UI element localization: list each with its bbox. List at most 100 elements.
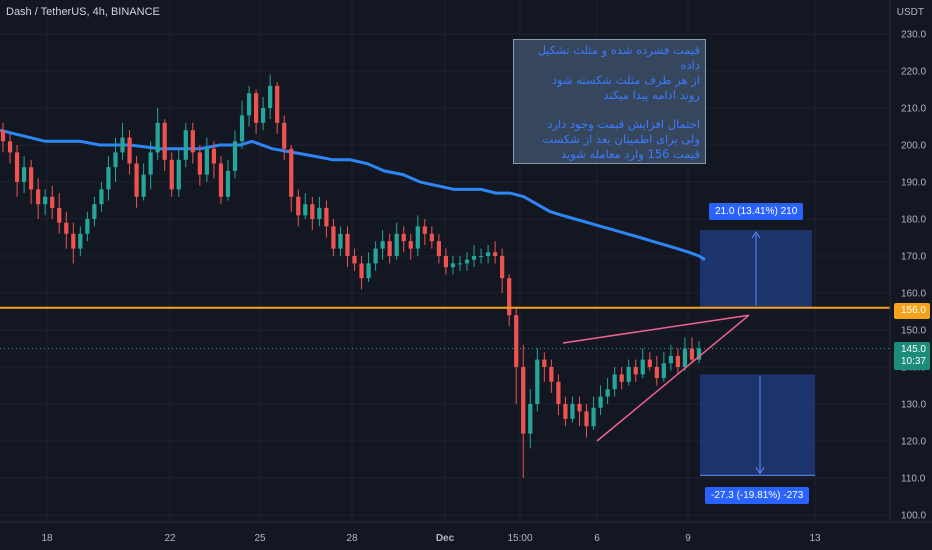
candle-body [443,256,449,268]
short-position-label[interactable]: -27.3 (-19.81%) -273 [705,487,810,504]
time-axis[interactable]: 18 22 25 28 Dec 15:00 6 9 13 [0,521,932,544]
candle-body [394,233,399,256]
candle-body [148,152,153,175]
price-tick-label: 210.0 [901,104,926,115]
candle-body [619,374,624,382]
candle-body [239,115,245,142]
candle-body [268,85,273,108]
candle-body [331,226,336,249]
candle-body [535,359,540,404]
candle-body [647,359,652,367]
price-tick-label: 130.0 [901,400,926,411]
candle-body [78,233,83,249]
candle-body [415,226,420,249]
price-tick-label: 160.0 [901,289,926,300]
candle-body [36,189,41,205]
candle-body [169,159,174,190]
candle-body [661,363,666,379]
candle-body [134,163,139,197]
candle-body [289,148,294,197]
candle-body [232,141,238,171]
candle-body [183,130,188,160]
candle-body [253,93,259,123]
candle-body [422,226,427,234]
candle-body [549,367,554,382]
candle-body [507,278,512,316]
candle-body [429,233,434,242]
symbol-title: Dash / TetherUS, 4h, BINANCE [6,6,160,18]
candle-body [577,404,582,412]
candle-body [14,152,20,182]
candle-body [261,108,266,123]
candle-body [471,256,477,260]
price-tick-label: 200.0 [901,141,926,152]
candle-body [556,381,561,404]
candle-body [246,93,252,116]
candle-body [127,137,132,164]
candle-body [0,130,6,142]
triangle-lower-line [596,314,750,442]
short-target-zone [700,374,815,476]
candle-body [113,152,118,168]
long-position-label[interactable]: 21.0 (13.41%) 210 [709,203,804,220]
bar-countdown: 10:37 [900,356,926,367]
candle-body [485,252,491,256]
chart-overlays[interactable] [0,306,890,442]
candle-body [7,141,13,153]
candle-body [141,174,146,197]
candle-body [275,85,280,123]
price-axis[interactable]: 100.0110.0120.0130.0140.0150.0160.0170.0… [889,0,926,522]
price-tick-label: 190.0 [901,178,926,189]
candle-body [521,367,526,434]
price-tick-label: 220.0 [901,67,926,78]
candle-body [598,396,603,408]
candle-body [401,233,406,242]
note-line: ولی برای اطمینان بعد از شکست [542,132,700,146]
candle-body [696,348,702,360]
candle-body [85,219,90,234]
candle-body [366,263,371,279]
note-line: قیمت فشرده شده و مثلث تشکیل داده [537,43,700,72]
time-tick-label: 13 [809,533,821,544]
price-tick-label: 100.0 [901,511,926,522]
candle-body [296,196,301,216]
short-arrow-head [755,467,765,475]
time-tick-label: 6 [594,533,600,544]
candle-body [640,359,645,375]
candle-body [50,196,55,208]
candle-body [155,122,160,153]
time-tick-label: 15:00 [507,533,532,544]
candle-body [387,241,392,256]
candle-body [457,263,463,265]
candle-body [605,389,610,397]
candle-body [29,167,34,190]
candle-body [282,122,287,149]
candle-body [106,167,111,190]
position-boxes[interactable] [700,230,815,476]
candle-body [359,263,364,279]
note-line: قیمت 156 وارد معامله شوید [560,147,700,161]
candle-body [190,130,195,153]
candle-body [338,233,343,249]
candle-body [225,170,231,197]
candle-body [204,148,209,175]
moving-average-line [0,128,706,261]
candle-body [71,233,76,249]
level-price-tag: 156.0 [894,303,930,319]
candle-body [345,233,350,256]
candle-body [633,367,638,375]
price-tick-label: 120.0 [901,437,926,448]
last-price-value: 145.0 [900,344,926,355]
candle-body [408,241,413,249]
candle-body [591,407,596,427]
candle-body [570,404,575,419]
analysis-note[interactable]: قیمت فشرده شده و مثلث تشکیل داده از هر ط… [513,39,706,164]
candle-body [352,256,357,264]
price-tick-label: 180.0 [901,215,926,226]
candle-body [626,367,631,382]
candle-body [303,204,308,216]
candle-body [99,189,104,205]
candle-body [21,167,27,182]
candle-body [211,148,217,164]
